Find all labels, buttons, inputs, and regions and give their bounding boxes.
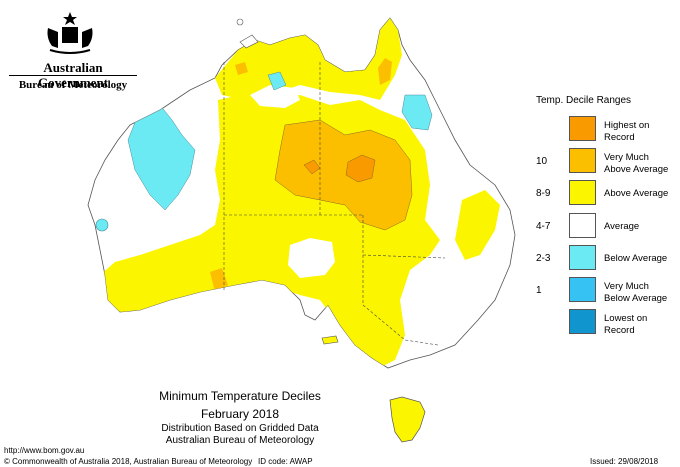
mainland [87, 17, 516, 369]
government-title: Australian Government [37, 60, 109, 90]
zone-below-average-ne [401, 94, 433, 131]
legend-label-above: Above Average [604, 188, 669, 199]
zone-above-average-east [455, 190, 500, 260]
coat-of-arms-icon [47, 12, 93, 54]
footer-id-code: ID code: AWAP [258, 457, 313, 466]
legend-label-lowest: Lowest on Record [604, 313, 648, 336]
legend-label-very-much-below: Very Much Below Average [604, 281, 668, 304]
legend-decile-very-much-below: 1 [536, 285, 542, 296]
zone-very-much-above-average-nw [235, 62, 248, 75]
legend-decile-below: 2-3 [536, 253, 551, 264]
map-period: February 2018 [200, 407, 280, 421]
legend-swatch-average [569, 213, 596, 238]
zone-average-central [288, 238, 335, 278]
zone-very-much-above-average-sw [210, 268, 228, 292]
state-borders [223, 62, 446, 346]
bureau-title: Bureau of Meteorology [18, 79, 128, 91]
legend-title: Temp. Decile Ranges [536, 95, 632, 106]
legend-swatch-very-much-below [569, 277, 596, 302]
legend-swatch-lowest [569, 309, 596, 334]
zone-above-average-north [215, 18, 402, 100]
header-divider [9, 75, 137, 76]
legend-swatch-above [569, 180, 596, 205]
map-source: Australian Bureau of Meteorology [165, 435, 315, 446]
zone-below-average-north [267, 71, 287, 91]
melville-island [239, 34, 259, 49]
tasmania [389, 396, 426, 443]
zone-very-much-above-average [274, 119, 413, 231]
legend-decile-average: 4-7 [536, 221, 551, 232]
legend-decile-very-much-above: 10 [536, 156, 548, 167]
legend-label-very-much-above: Very Much Above Average [604, 152, 669, 175]
map-title: Minimum Temperature Deciles [159, 389, 321, 403]
legend-decile-above: 8-9 [536, 188, 551, 199]
legend-swatch-highest [569, 116, 596, 141]
zone-average-north [250, 85, 300, 108]
legend-label-highest: Highest on Record [604, 120, 650, 143]
legend-label-below: Below Average [604, 253, 668, 264]
legend-swatch-below [569, 245, 596, 270]
small-island-west [95, 218, 109, 232]
legend-label-average: Average [604, 221, 640, 232]
map-subtitle: Distribution Based on Gridded Data [161, 423, 319, 434]
legend-swatch-very-much-above [569, 148, 596, 173]
islands [95, 18, 426, 443]
kangaroo-island [321, 335, 339, 345]
footer-issued: Issued: 29/08/2018 [590, 457, 659, 466]
footer-copyright: © Commonwealth of Australia 2018, Austra… [4, 457, 253, 466]
zone-highest-on-record [345, 154, 376, 183]
small-island-nw [236, 18, 244, 26]
footer-url[interactable]: http://www.bom.gov.au [4, 446, 85, 455]
zone-below-average-west [127, 104, 196, 211]
zone-very-much-above-average-cape [378, 58, 392, 85]
